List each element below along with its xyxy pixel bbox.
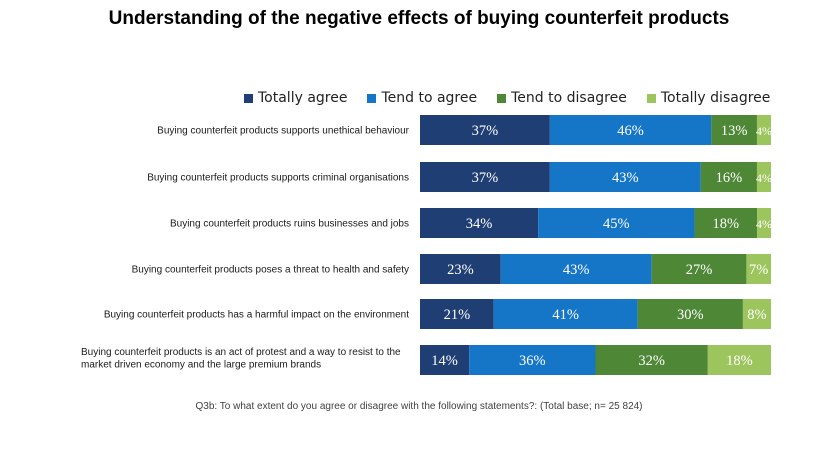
data-label: 37% xyxy=(472,123,499,139)
legend-swatch xyxy=(367,93,377,103)
bar-segment xyxy=(700,162,757,192)
bar-segment xyxy=(420,254,501,284)
legend-item: Totally agree xyxy=(244,90,347,106)
legend-item: Tend to agree xyxy=(367,90,477,106)
data-label: 43% xyxy=(612,170,639,186)
data-label: 32% xyxy=(638,353,665,369)
bar-segment xyxy=(500,254,652,284)
bar-segment xyxy=(538,208,695,238)
bar-segment xyxy=(711,115,757,145)
data-label: 4% xyxy=(756,124,772,138)
data-label: 13% xyxy=(721,123,748,139)
data-label: 23% xyxy=(447,262,474,278)
data-label: 36% xyxy=(519,353,546,369)
data-label: 18% xyxy=(726,353,753,369)
legend-label: Totally disagree xyxy=(660,90,771,106)
data-label: 16% xyxy=(716,170,743,186)
bar-segment xyxy=(420,115,550,145)
bar-segment xyxy=(707,345,771,375)
bar-segment xyxy=(756,115,771,145)
bar-segment xyxy=(420,208,539,238)
data-label: 30% xyxy=(677,307,704,323)
data-label: 27% xyxy=(686,262,713,278)
data-label: 46% xyxy=(617,123,644,139)
category-label: Buying counterfeit products is an act of… xyxy=(81,347,401,371)
data-label: 21% xyxy=(444,307,471,323)
bar-segment xyxy=(549,162,701,192)
chart-title: Understanding of the negative effects of… xyxy=(108,8,730,29)
bar-segment xyxy=(757,208,771,238)
legend-swatch xyxy=(497,93,507,103)
data-label: 7% xyxy=(749,262,768,278)
data-label: 4% xyxy=(756,217,772,231)
data-label: 45% xyxy=(603,216,630,232)
bar-segment xyxy=(420,299,494,329)
data-label: 34% xyxy=(466,216,493,232)
chart-footnote: Q3b: To what extent do you agree or disa… xyxy=(195,401,643,412)
chart-legend: Totally agree Tend to agree Tend to disagr… xyxy=(244,89,790,107)
bar-segment xyxy=(651,254,747,284)
data-label: 8% xyxy=(747,307,766,323)
category-label: Buying counterfeit products has a harmfu… xyxy=(104,310,409,321)
bar-segment xyxy=(493,299,638,329)
legend-swatch xyxy=(646,93,656,103)
legend-item: Tend to disagree xyxy=(497,90,627,106)
legend-label: Totally agree xyxy=(258,90,348,106)
legend-label: Tend to agree xyxy=(381,90,478,106)
bar-segment xyxy=(595,345,708,375)
legend-item: Totally disagree xyxy=(646,90,771,106)
category-label: Buying counterfeit products supports cri… xyxy=(147,173,409,184)
data-label: 37% xyxy=(472,170,499,186)
bar-segment xyxy=(637,299,743,329)
bar-segment xyxy=(742,299,771,329)
bar-segment xyxy=(420,345,470,375)
legend-swatch xyxy=(244,93,253,103)
data-label: 41% xyxy=(552,307,579,323)
category-label: Buying counterfeit products ruins busine… xyxy=(170,219,409,230)
bar-segment xyxy=(756,162,771,192)
data-label: 14% xyxy=(431,353,458,369)
category-label: Buying counterfeit products supports une… xyxy=(157,126,409,137)
bar-segment xyxy=(469,345,596,375)
category-label: Buying counterfeit products poses a thre… xyxy=(132,265,409,276)
data-label: 4% xyxy=(756,171,772,185)
data-label: 43% xyxy=(563,262,590,278)
bar-segment xyxy=(694,208,758,238)
bar-segment xyxy=(549,115,712,145)
legend-label: Tend to disagree xyxy=(511,90,627,106)
data-label: 18% xyxy=(713,216,740,232)
bar-segment xyxy=(746,254,771,284)
bar-segment xyxy=(420,162,550,192)
